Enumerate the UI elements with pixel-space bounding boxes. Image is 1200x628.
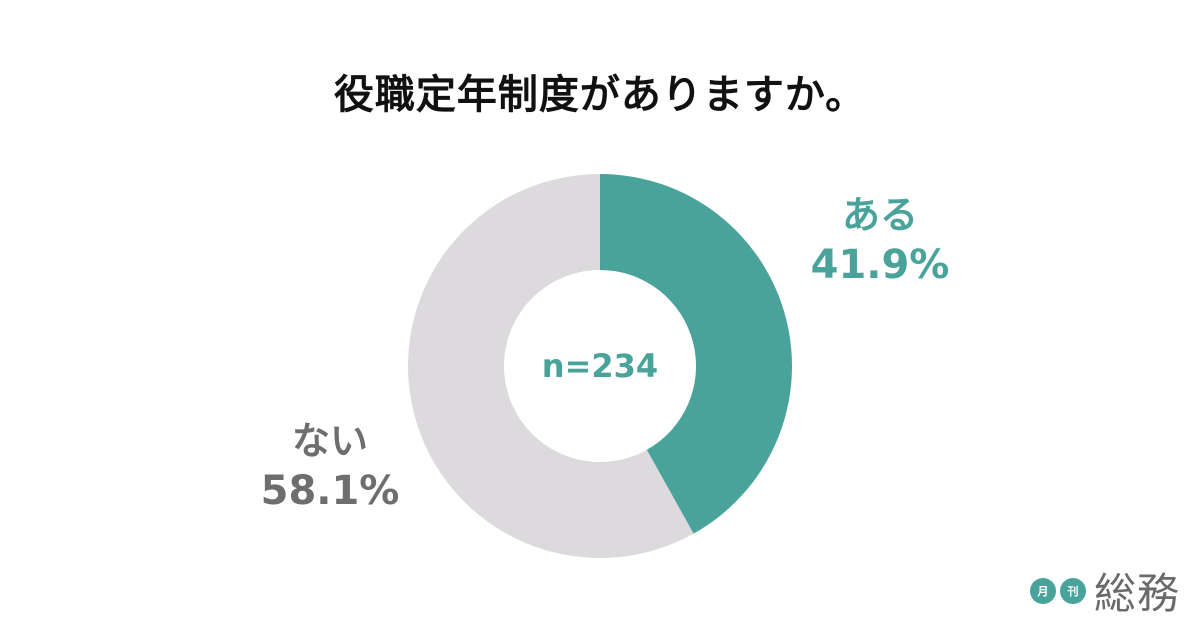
chart-title: 役職定年制度がありますか。 [333, 72, 867, 118]
donut-slice-no [408, 174, 694, 558]
label-no-category: ない [291, 419, 368, 463]
label-no: ない 58.1% [245, 418, 415, 518]
logo-name: 総務 [1094, 569, 1181, 618]
label-yes-percent: 41.9% [810, 242, 950, 288]
label-yes: ある 41.9% [800, 192, 960, 292]
logo-badge-getsu: 月 [1030, 577, 1056, 604]
donut-slices [408, 174, 792, 558]
logo-badge-kan: 刊 [1060, 577, 1086, 604]
donut-slice-yes [600, 174, 792, 534]
label-yes-category: ある [841, 193, 918, 237]
sample-size-label: n=234 [541, 347, 659, 385]
publisher-logo: 月 刊 総務 [1030, 560, 1180, 621]
label-no-percent: 58.1% [260, 468, 400, 514]
